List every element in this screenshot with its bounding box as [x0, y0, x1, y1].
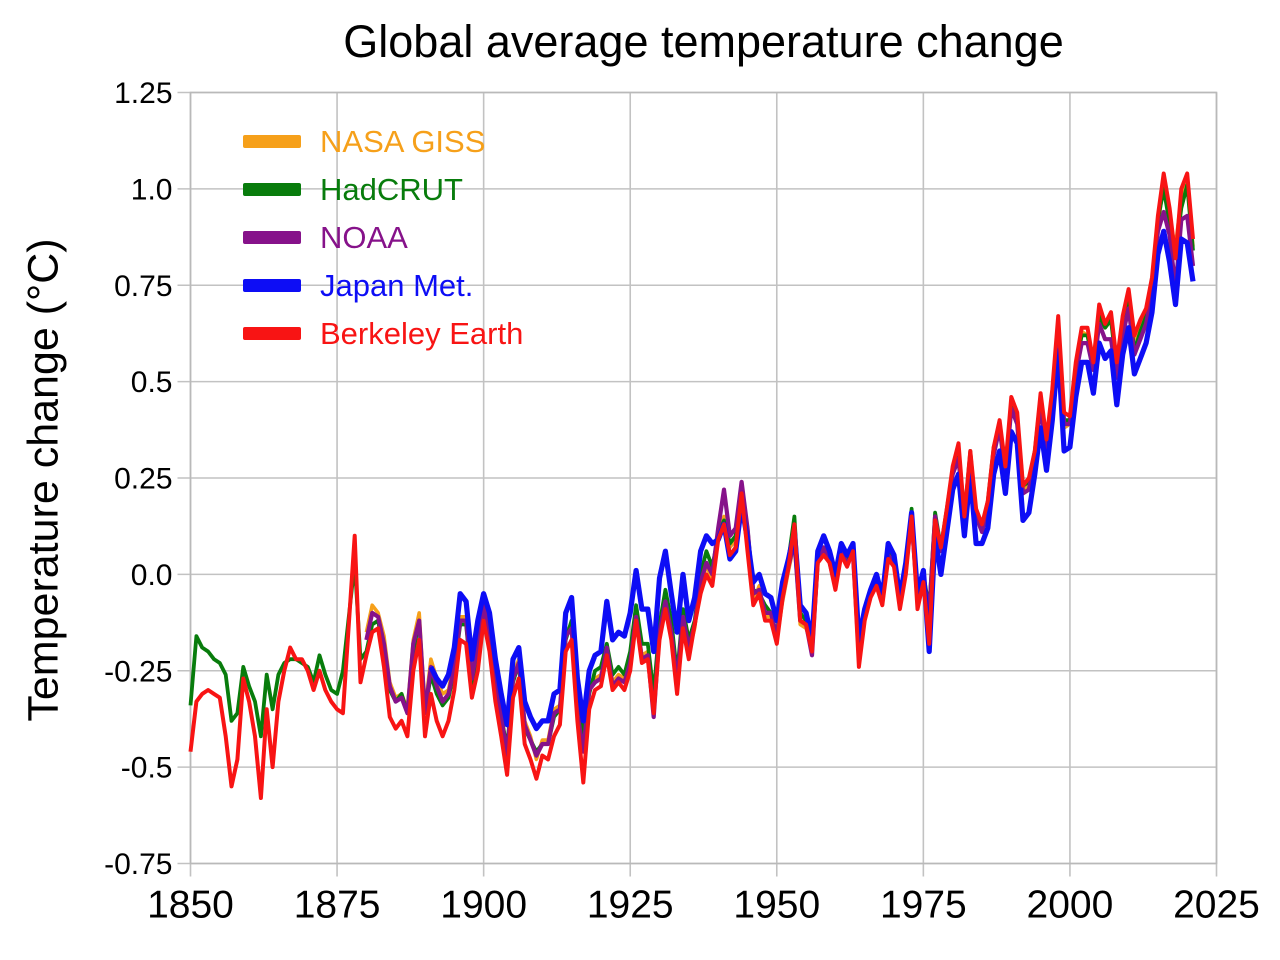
y-tick-label: -0.5: [121, 752, 173, 785]
legend-swatch-hadcrut: [243, 182, 301, 196]
legend-label-noaa: NOAA: [320, 219, 408, 255]
x-tick-label: 2025: [1173, 884, 1260, 927]
y-tick-label: 1.0: [131, 173, 173, 206]
y-tick-label: 0.0: [131, 559, 173, 592]
chart-title: Global average temperature change: [343, 16, 1064, 67]
y-tick-label: 1.25: [114, 77, 172, 110]
x-tick-label: 1950: [733, 884, 820, 927]
legend-label-hadcrut: HadCRUT: [320, 171, 463, 207]
legend-label-nasa-giss: NASA GISS: [320, 123, 486, 159]
legend-swatch-noaa: [243, 230, 301, 244]
series-line-berkeley-earth: [188, 171, 1195, 800]
legend-swatch-japan-met: [243, 278, 301, 292]
x-tick-label: 1850: [147, 884, 234, 927]
x-tick-label: 1900: [440, 884, 527, 927]
plot-frame: [189, 91, 1218, 865]
legend-item-nasa-giss: NASA GISS: [243, 117, 523, 165]
x-tick-label: 1925: [587, 884, 674, 927]
legend: NASA GISS HadCRUT NOAA Japan Met. Berkel…: [243, 117, 523, 357]
y-axis-title: Temperature change (°C): [19, 238, 68, 722]
y-tick-label: 0.25: [114, 463, 172, 496]
legend-swatch-berkeley-earth: [243, 326, 301, 340]
legend-item-hadcrut: HadCRUT: [243, 165, 523, 213]
legend-swatch-nasa-giss: [243, 134, 301, 148]
legend-label-berkeley-earth: Berkeley Earth: [320, 315, 524, 351]
y-tick-label: 0.5: [131, 366, 173, 399]
legend-label-japan-met: Japan Met.: [320, 267, 474, 303]
y-tick-label: -0.75: [104, 848, 172, 881]
legend-item-japan-met: Japan Met.: [243, 261, 523, 309]
y-tick-label: 0.75: [114, 270, 172, 303]
x-tick-label: 1875: [294, 884, 381, 927]
legend-item-noaa: NOAA: [243, 213, 523, 261]
legend-item-berkeley-earth: Berkeley Earth: [243, 309, 523, 357]
y-tick-label: -0.25: [104, 655, 172, 688]
x-tick-label: 2000: [1027, 884, 1114, 927]
x-tick-label: 1975: [880, 884, 967, 927]
